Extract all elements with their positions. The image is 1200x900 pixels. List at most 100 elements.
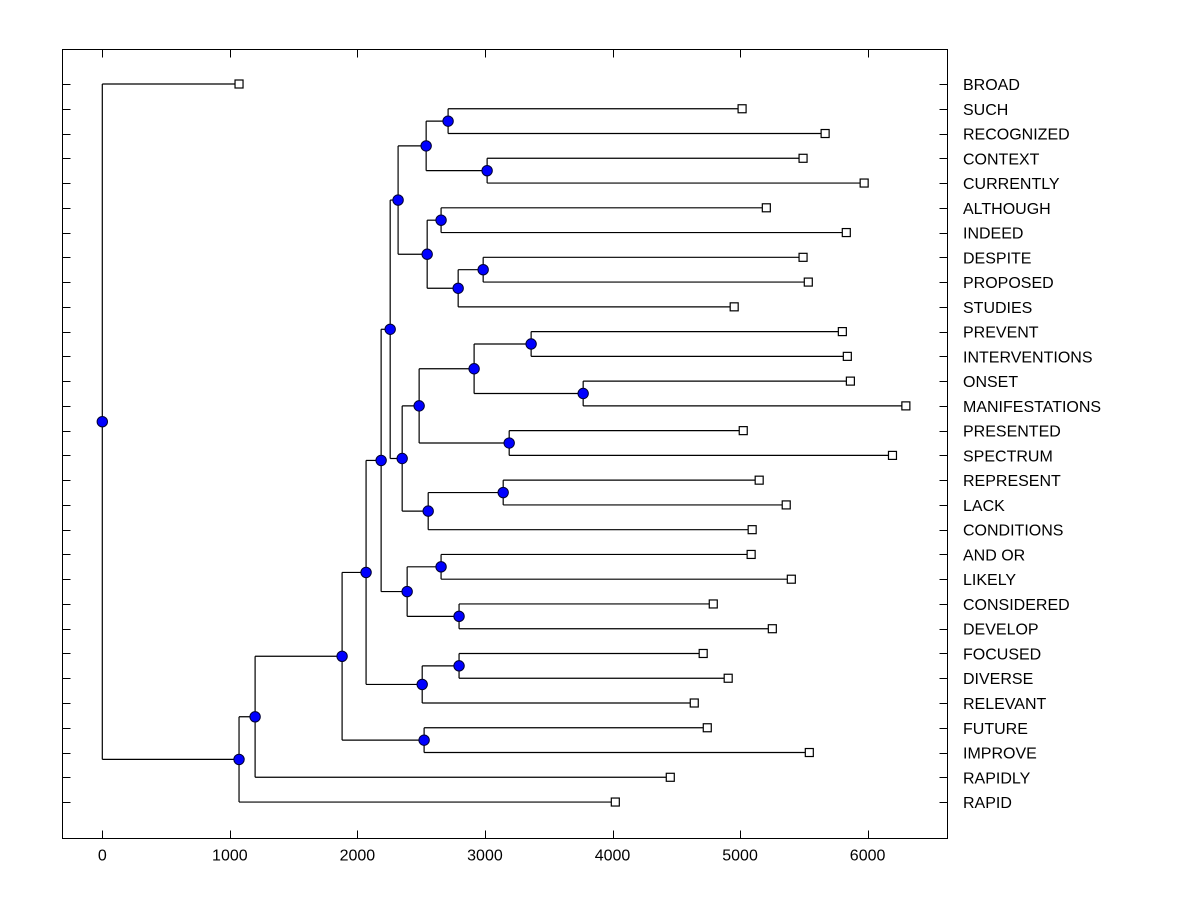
leaf-label: SUCH	[963, 102, 1008, 119]
x-axis-ticks	[102, 49, 869, 839]
x-tick-label: 6000	[850, 848, 886, 865]
leaf-label: CURRENTLY	[963, 176, 1060, 193]
leaf-label: CONDITIONS	[963, 523, 1063, 540]
leaf-marker	[610, 797, 620, 807]
leaf-marker	[738, 426, 748, 436]
leaf-marker	[737, 104, 747, 114]
cluster-node	[233, 753, 245, 766]
cluster-node	[420, 140, 432, 152]
leaf-marker	[665, 772, 675, 782]
x-tick-label: 1000	[212, 848, 248, 865]
leaf-marker	[729, 302, 739, 312]
plot-frame	[62, 49, 948, 839]
cluster-node	[503, 437, 515, 449]
leaf-label: REPRESENT	[963, 473, 1061, 490]
cluster-node	[375, 454, 387, 467]
cluster-node	[96, 416, 109, 428]
leaf-label: FUTURE	[963, 721, 1028, 738]
leaf-label: RAPIDLY	[963, 770, 1031, 787]
cluster-node	[422, 505, 434, 517]
cluster-node	[577, 387, 589, 400]
leaf-marker	[746, 549, 756, 560]
leaf-marker	[842, 351, 852, 361]
leaf-marker	[786, 574, 796, 584]
leaf-label: CONSIDERED	[963, 597, 1070, 614]
leaf-label: RECOGNIZED	[963, 127, 1070, 144]
leaf-label: MANIFESTATIONS	[963, 399, 1101, 416]
leaf-label: AND OR	[963, 547, 1025, 564]
cluster-node	[418, 734, 430, 746]
leaf-marker	[845, 376, 855, 386]
cluster-node	[435, 214, 447, 226]
cluster-node	[421, 248, 433, 260]
x-tick-label: 0	[98, 848, 107, 865]
x-tick-label: 3000	[467, 848, 503, 865]
cluster-node	[468, 363, 480, 375]
leaf-label: RELEVANT	[963, 696, 1047, 713]
cluster-node	[360, 566, 372, 579]
leaf-marker	[754, 475, 764, 485]
leaf-label: PREVENT	[963, 325, 1039, 342]
leaf-marker	[747, 525, 757, 535]
cluster-node	[384, 323, 396, 335]
leaf-label: DESPITE	[963, 250, 1031, 267]
leaf-marker	[820, 128, 830, 139]
x-tick-label: 5000	[722, 848, 758, 865]
cluster-node	[525, 338, 537, 350]
leaf-marker	[837, 327, 847, 337]
leaf-marker	[887, 450, 898, 460]
leaf-label: ONSET	[963, 374, 1018, 391]
cluster-node	[416, 678, 428, 691]
cluster-node	[453, 610, 465, 623]
leaf-label: SPECTRUM	[963, 448, 1053, 465]
cluster-node	[477, 264, 489, 276]
leaf-marker	[708, 599, 718, 609]
leaf-markers	[234, 79, 911, 807]
cluster-node	[249, 711, 261, 723]
leaf-label: INDEED	[963, 226, 1023, 243]
leaf-label: LACK	[963, 498, 1005, 515]
leaf-marker	[723, 673, 733, 683]
leaf-marker	[841, 227, 851, 238]
cluster-node	[453, 660, 465, 672]
leaf-marker	[761, 203, 771, 213]
cluster-node	[336, 650, 348, 662]
leaf-marker	[901, 401, 911, 411]
cluster-node	[396, 452, 408, 465]
leaf-marker	[798, 153, 808, 163]
leaf-label: DEVELOP	[963, 622, 1039, 639]
cluster-node	[497, 486, 509, 499]
cluster-node	[401, 585, 413, 598]
cluster-node	[435, 561, 447, 573]
leaf-label: BROAD	[963, 77, 1020, 94]
leaf-marker	[689, 698, 699, 708]
leaf-label: FOCUSED	[963, 646, 1041, 663]
leaf-label: PROPOSED	[963, 275, 1054, 292]
leaf-label: STUDIES	[963, 300, 1032, 317]
leaf-marker	[798, 252, 808, 262]
leaf-label: DIVERSE	[963, 671, 1033, 688]
cluster-node	[452, 282, 464, 294]
leaf-marker	[234, 79, 244, 89]
leaf-label: PRESENTED	[963, 424, 1061, 441]
leaf-label: LIKELY	[963, 572, 1016, 589]
x-axis-labels: 0 1000 2000 3000 4000 5000 6000	[98, 848, 886, 865]
x-tick-label: 4000	[595, 848, 631, 865]
leaf-label: IMPROVE	[963, 746, 1037, 763]
leaf-label: RAPID	[963, 795, 1012, 812]
x-tick-label: 2000	[340, 848, 376, 865]
row-ticks	[62, 84, 948, 803]
leaf-label: CONTEXT	[963, 151, 1040, 168]
leaf-marker	[804, 747, 814, 758]
cluster-node	[413, 400, 425, 412]
node-markers	[96, 115, 589, 766]
leaf-marker	[859, 178, 869, 188]
leaf-marker	[698, 648, 708, 659]
cluster-node	[392, 194, 404, 206]
leaf-label: ALTHOUGH	[963, 201, 1051, 218]
leaf-labels: BROAD SUCH RECOGNIZED CONTEXT CURRENTLY ALTHO…	[963, 77, 1101, 812]
leaf-marker	[767, 624, 777, 634]
cluster-node	[442, 115, 454, 127]
cluster-node	[481, 164, 493, 177]
